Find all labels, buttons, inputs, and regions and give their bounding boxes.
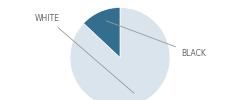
Text: WHITE: WHITE bbox=[35, 14, 134, 93]
Wedge shape bbox=[84, 8, 120, 57]
Text: BLACK: BLACK bbox=[106, 21, 206, 58]
Wedge shape bbox=[70, 8, 170, 100]
